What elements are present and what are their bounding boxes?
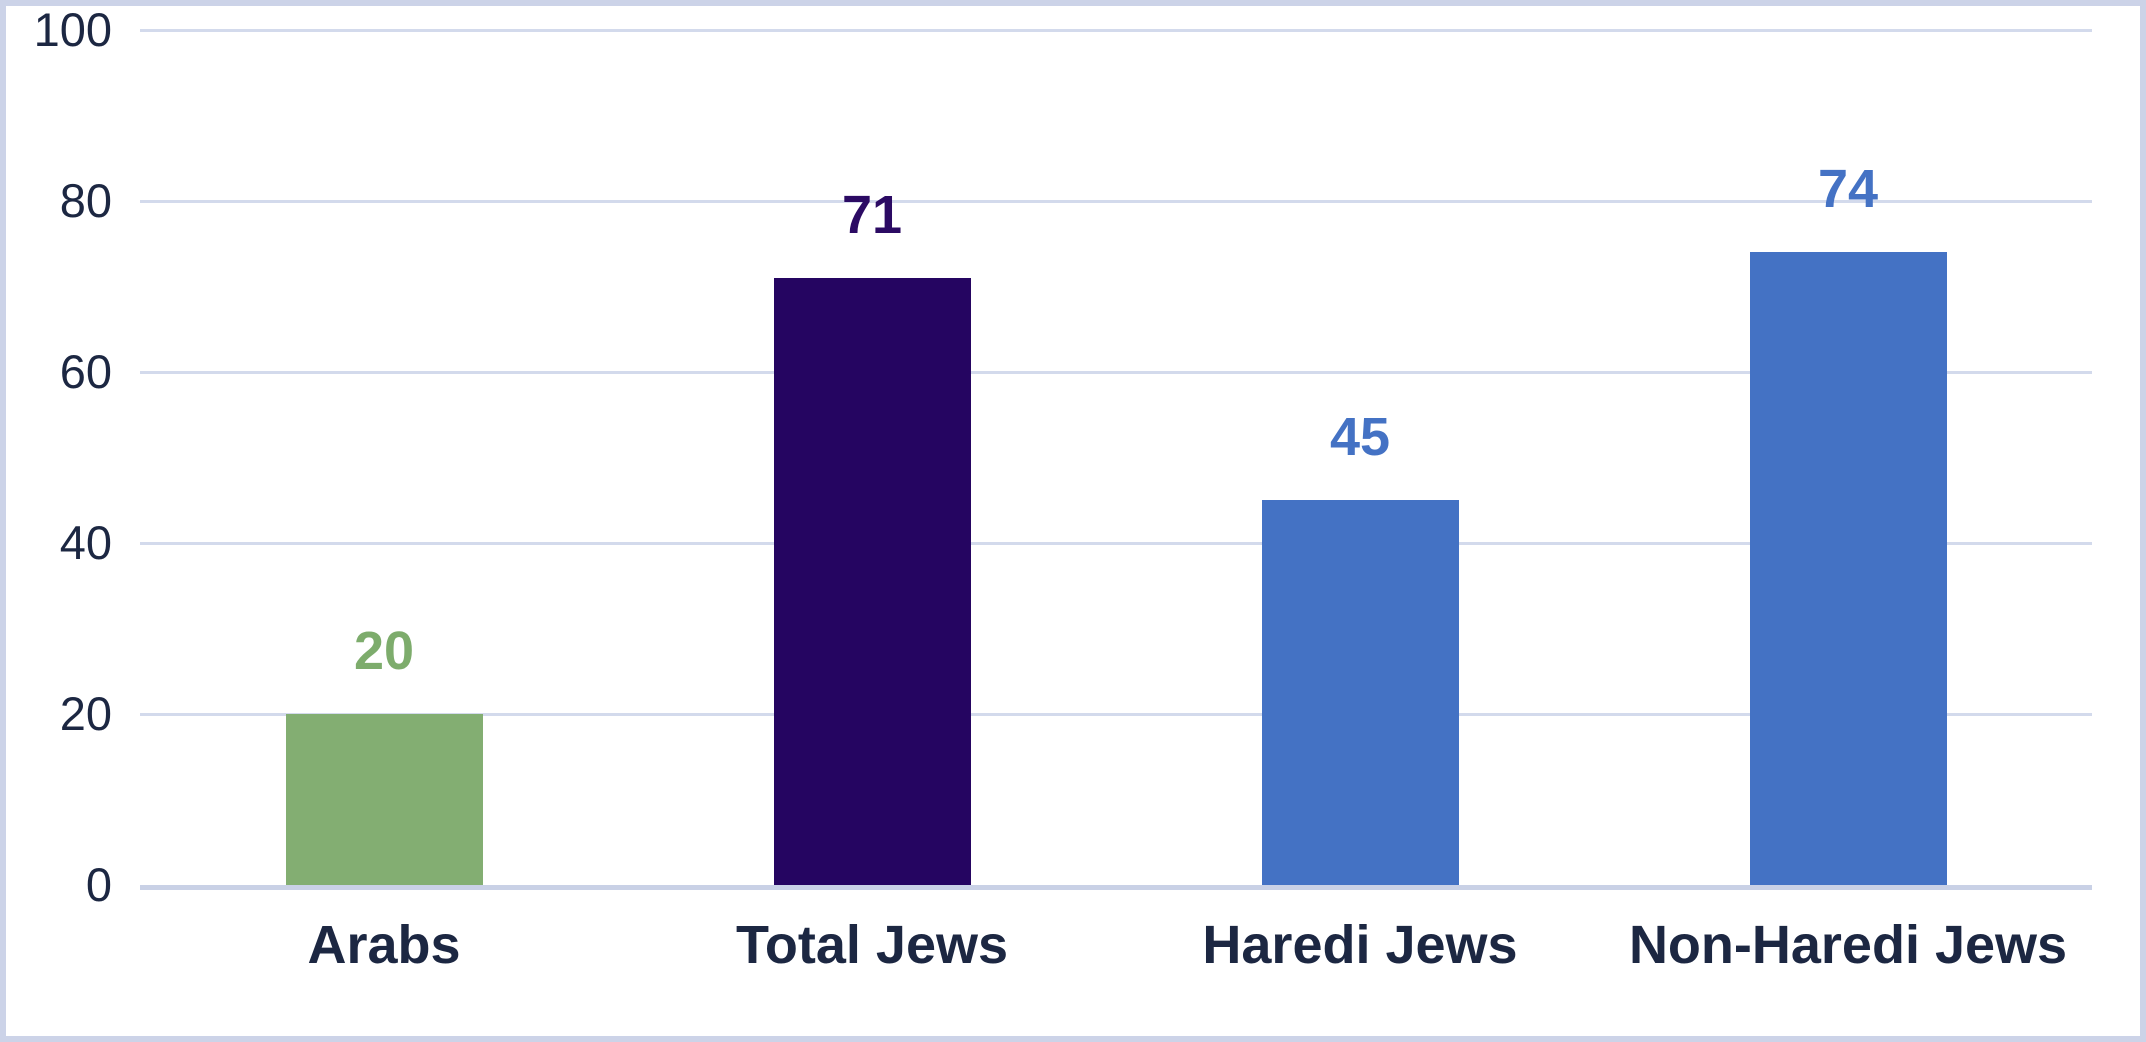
category-label-arabs: Arabs	[307, 915, 461, 975]
value-label-arabs: 20	[353, 621, 415, 681]
y-tick-label-60: 60	[59, 345, 112, 398]
y-tick-label-40: 40	[59, 516, 112, 569]
gridline-80	[140, 199, 2092, 203]
bar-haredi-jews	[1261, 500, 1459, 885]
y-tick-label-80: 80	[59, 174, 112, 227]
bar-total-jews	[773, 277, 971, 885]
category-label-total-jews: Total Jews	[735, 915, 1009, 975]
value-label-total-jews: 71	[841, 184, 903, 245]
value-label-haredi-jews: 45	[1329, 407, 1391, 468]
x-axis-baseline	[140, 885, 2092, 890]
bar-non-haredi-jews	[1749, 252, 1947, 885]
gridline-100	[140, 28, 2092, 32]
y-tick-label-0: 0	[85, 858, 112, 911]
category-label-non-haredi-jews: Non-Haredi Jews	[1628, 915, 2068, 975]
y-tick-label-100: 100	[33, 3, 112, 56]
category-label-haredi-jews: Haredi Jews	[1202, 915, 1518, 975]
gridline-20	[140, 712, 2092, 716]
bar-arabs	[285, 714, 483, 885]
y-tick-label-20: 20	[59, 687, 112, 740]
value-label-non-haredi-jews: 74	[1817, 159, 1879, 220]
gridline-60	[140, 370, 2092, 374]
gridline-40	[140, 541, 2092, 545]
